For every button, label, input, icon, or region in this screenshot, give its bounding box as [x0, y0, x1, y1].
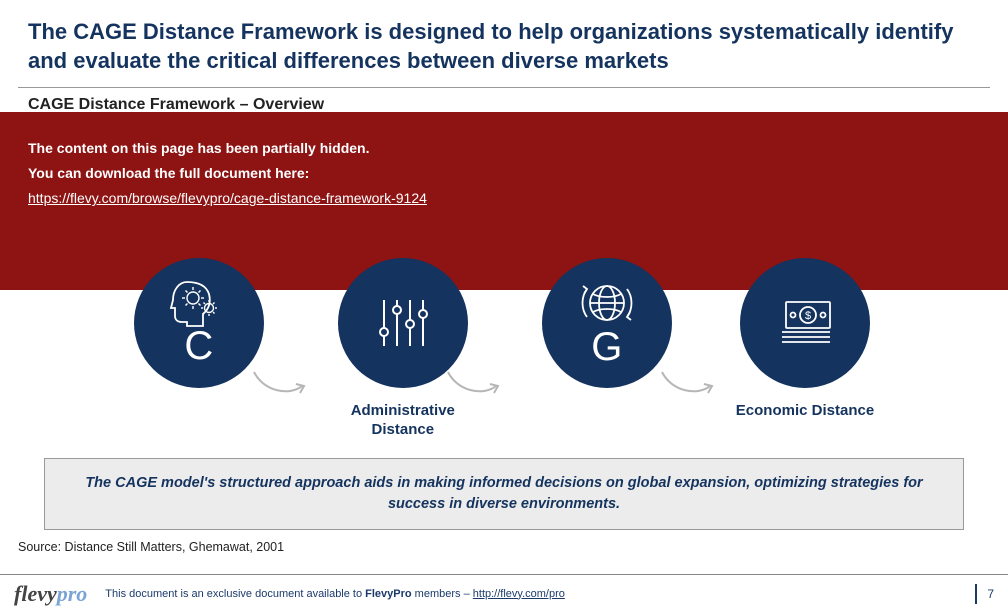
circle-economic: $ Economic Distance: [736, 258, 874, 440]
logo-main: flevy: [14, 581, 57, 606]
slide-title: The CAGE Distance Framework is designed …: [0, 0, 1008, 87]
arrow-icon: [250, 364, 310, 404]
circle-letter: C: [184, 324, 213, 369]
callout-box: The CAGE model's structured approach aid…: [44, 458, 964, 530]
footer-prefix: This document is an exclusive document a…: [105, 588, 365, 600]
footer-link[interactable]: http://flevy.com/pro: [473, 588, 565, 600]
footer-bold: FlevyPro: [365, 588, 411, 600]
cage-circles-row: C Administrative Distance: [0, 258, 1008, 440]
flevypro-logo: flevypro: [14, 581, 87, 607]
circle-geographic: G: [542, 258, 672, 440]
sliders-icon: [372, 292, 434, 354]
svg-text:$: $: [805, 310, 811, 322]
circle-cultural: C: [134, 258, 264, 440]
circle-administrative: Administrative Distance: [328, 258, 478, 440]
footer-text: This document is an exclusive document a…: [105, 588, 975, 600]
money-icon: $: [772, 294, 838, 352]
arrow-icon: [444, 364, 504, 404]
logo-sub: pro: [57, 581, 88, 606]
banner-download-link[interactable]: https://flevy.com/browse/flevypro/cage-d…: [28, 190, 427, 206]
circle-letter: G: [591, 325, 622, 370]
banner-line-2: You can download the full document here:: [28, 161, 980, 186]
page-number: 7: [975, 584, 994, 604]
arrow-icon: [658, 364, 718, 404]
head-gears-icon: [169, 278, 229, 328]
slide-footer: flevypro This document is an exclusive d…: [0, 574, 1008, 612]
source-citation: Source: Distance Still Matters, Ghemawat…: [18, 540, 284, 554]
banner-line-1: The content on this page has been partia…: [28, 136, 980, 161]
globe-icon: [578, 277, 636, 329]
circle-label: Administrative Distance: [328, 402, 478, 440]
footer-suffix: members –: [412, 588, 473, 600]
circle-label: Economic Distance: [736, 402, 874, 421]
